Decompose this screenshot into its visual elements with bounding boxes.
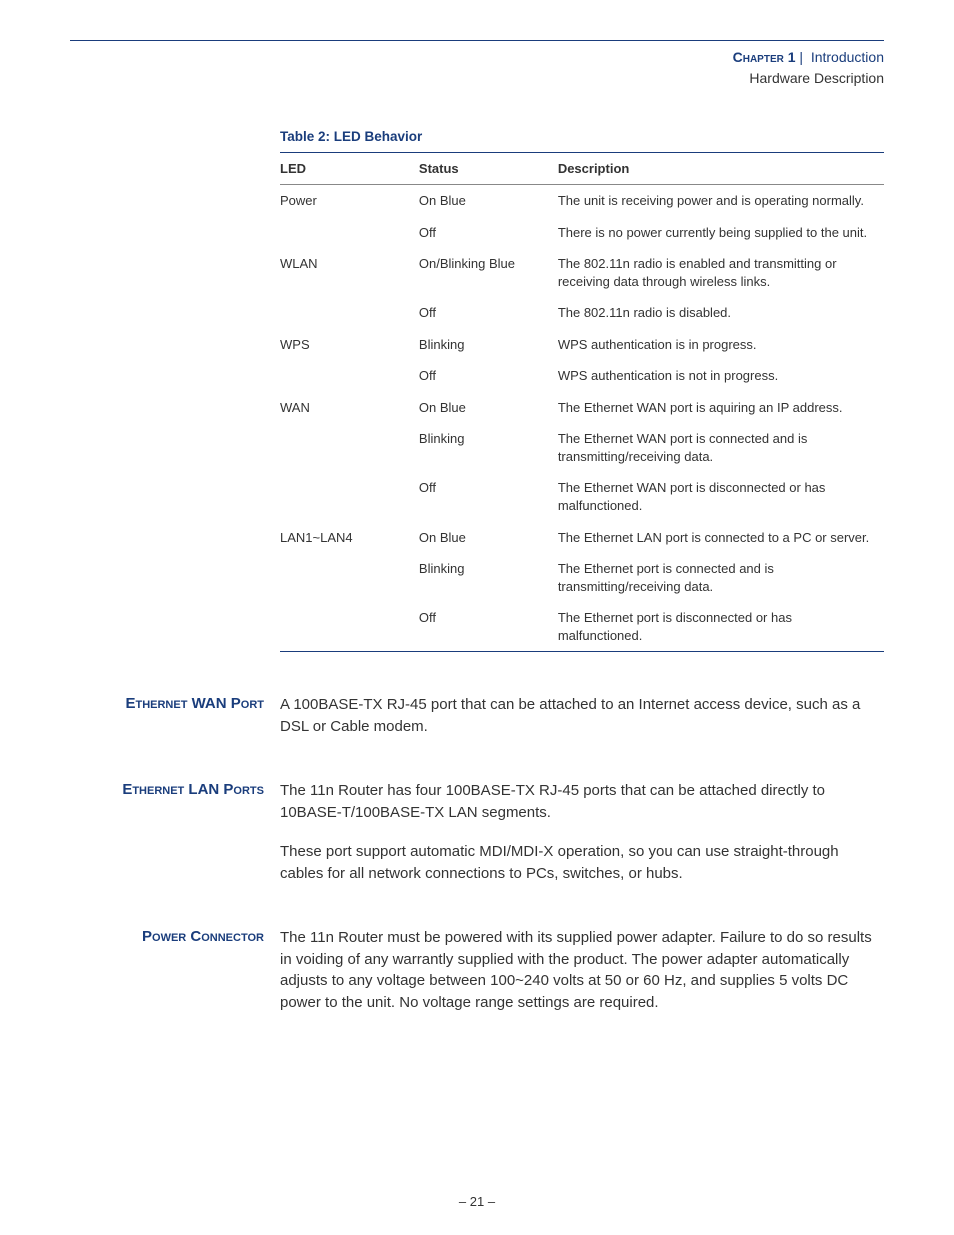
cell-status: Off: [419, 217, 558, 249]
cell-status: Off: [419, 297, 558, 329]
cell-led: [280, 297, 419, 329]
cell-description: The 802.11n radio is disabled.: [558, 297, 884, 329]
cell-led: WLAN: [280, 248, 419, 297]
section-heading: Power Connector: [70, 927, 270, 947]
table-row: Off WPS authentication is not in progres…: [280, 360, 884, 392]
cell-led: Power: [280, 185, 419, 217]
cell-description: The 802.11n radio is enabled and transmi…: [558, 248, 884, 297]
section-ethernet-wan-port: Ethernet WAN Port A 100BASE-TX RJ-45 por…: [280, 694, 884, 738]
section-power-connector: Power Connector The 11n Router must be p…: [280, 927, 884, 1014]
section-paragraph: These port support automatic MDI/MDI-X o…: [280, 841, 884, 885]
cell-led: [280, 360, 419, 392]
table-row: Off The 802.11n radio is disabled.: [280, 297, 884, 329]
table-row: WAN On Blue The Ethernet WAN port is aqu…: [280, 392, 884, 424]
cell-led: WPS: [280, 329, 419, 361]
cell-led: [280, 553, 419, 602]
cell-description: The unit is receiving power and is opera…: [558, 185, 884, 217]
table-header-description: Description: [558, 153, 884, 185]
page-number: – 21 –: [0, 1194, 954, 1209]
cell-led: WAN: [280, 392, 419, 424]
cell-status: Off: [419, 472, 558, 521]
cell-description: The Ethernet LAN port is connected to a …: [558, 522, 884, 554]
table-row: Off The Ethernet WAN port is disconnecte…: [280, 472, 884, 521]
table-row: Power On Blue The unit is receiving powe…: [280, 185, 884, 217]
cell-status: On Blue: [419, 392, 558, 424]
header-rule: [70, 40, 884, 41]
table-header-status: Status: [419, 153, 558, 185]
cell-description: The Ethernet WAN port is aquiring an IP …: [558, 392, 884, 424]
cell-status: Blinking: [419, 553, 558, 602]
section-heading: Ethernet LAN Ports: [70, 780, 270, 800]
table-row: LAN1~LAN4 On Blue The Ethernet LAN port …: [280, 522, 884, 554]
table-row: Blinking The Ethernet port is connected …: [280, 553, 884, 602]
cell-description: WPS authentication is in progress.: [558, 329, 884, 361]
table-row: Off The Ethernet port is disconnected or…: [280, 602, 884, 652]
cell-status: Off: [419, 602, 558, 652]
section-paragraph: The 11n Router has four 100BASE-TX RJ-45…: [280, 780, 884, 824]
cell-led: [280, 602, 419, 652]
cell-status: Blinking: [419, 423, 558, 472]
cell-led: [280, 217, 419, 249]
table-row: WLAN On/Blinking Blue The 802.11n radio …: [280, 248, 884, 297]
cell-status: On Blue: [419, 522, 558, 554]
table-caption: Table 2: LED Behavior: [280, 129, 884, 144]
table-header-led: LED: [280, 153, 419, 185]
cell-description: The Ethernet WAN port is connected and i…: [558, 423, 884, 472]
cell-status: Blinking: [419, 329, 558, 361]
cell-description: The Ethernet port is disconnected or has…: [558, 602, 884, 652]
content-area: Table 2: LED Behavior LED Status Descrip…: [280, 129, 884, 1014]
cell-status: Off: [419, 360, 558, 392]
section-paragraph: The 11n Router must be powered with its …: [280, 927, 884, 1014]
page: Chapter 1 | Introduction Hardware Descri…: [0, 0, 954, 1235]
section-paragraph: A 100BASE-TX RJ-45 port that can be atta…: [280, 694, 884, 738]
header-line-1: Chapter 1 | Introduction: [70, 47, 884, 68]
cell-description: WPS authentication is not in progress.: [558, 360, 884, 392]
table-row: WPS Blinking WPS authentication is in pr…: [280, 329, 884, 361]
cell-led: [280, 423, 419, 472]
chapter-title: Introduction: [811, 49, 884, 65]
cell-led: LAN1~LAN4: [280, 522, 419, 554]
cell-description: There is no power currently being suppli…: [558, 217, 884, 249]
chapter-label: Chapter 1: [733, 49, 796, 65]
table-header-row: LED Status Description: [280, 153, 884, 185]
table-body: Power On Blue The unit is receiving powe…: [280, 185, 884, 652]
cell-led: [280, 472, 419, 521]
section-ethernet-lan-ports: Ethernet LAN Ports The 11n Router has fo…: [280, 780, 884, 885]
chapter-separator: |: [799, 49, 803, 65]
cell-description: The Ethernet port is connected and is tr…: [558, 553, 884, 602]
header-subheading: Hardware Description: [70, 68, 884, 89]
section-heading: Ethernet WAN Port: [70, 694, 270, 714]
cell-description: The Ethernet WAN port is disconnected or…: [558, 472, 884, 521]
cell-status: On Blue: [419, 185, 558, 217]
led-behavior-table: LED Status Description Power On Blue The…: [280, 152, 884, 652]
table-row: Blinking The Ethernet WAN port is connec…: [280, 423, 884, 472]
cell-status: On/Blinking Blue: [419, 248, 558, 297]
table-row: Off There is no power currently being su…: [280, 217, 884, 249]
page-header: Chapter 1 | Introduction Hardware Descri…: [70, 47, 884, 89]
